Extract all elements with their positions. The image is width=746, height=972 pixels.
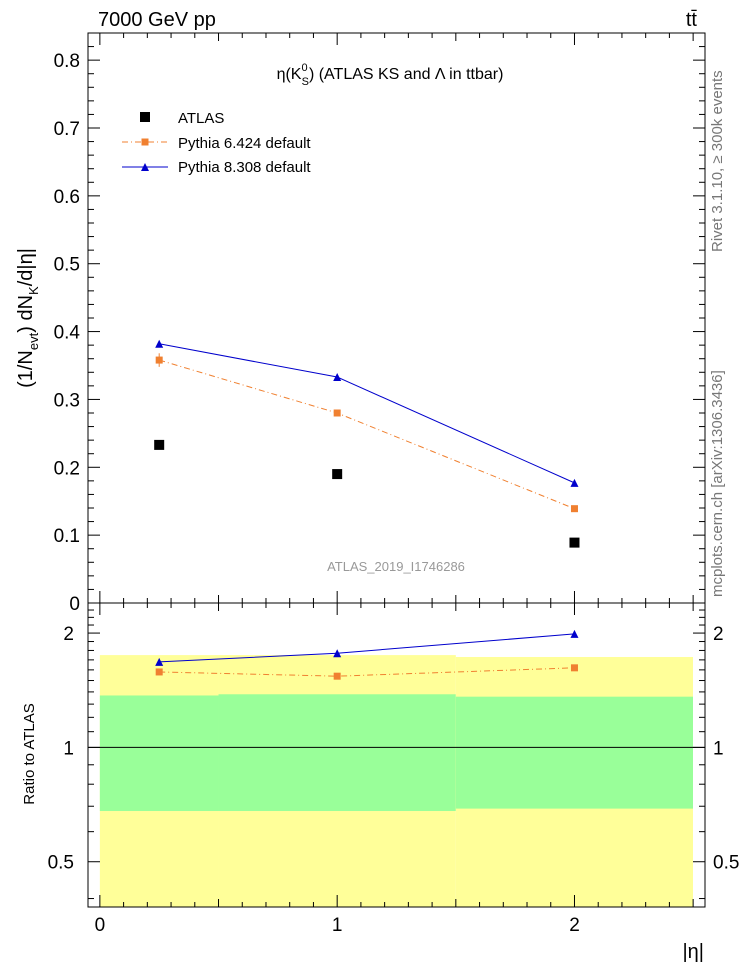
x-tick-label: 0 (95, 915, 106, 936)
y-tick-label: 0.3 (54, 390, 80, 411)
ratio-pythia8-point (333, 649, 342, 658)
ratio-y-tick-label: 1 (63, 738, 74, 759)
green-uncertainty-band (455, 696, 693, 809)
ratio-frame-border (87, 602, 706, 908)
y-tick-label: 0.1 (54, 526, 80, 547)
y-tick-label: 0.8 (54, 51, 80, 72)
ratio-x-axis: 0 1 2 (95, 603, 694, 936)
pythia6-point (155, 356, 163, 364)
pythia8-point (333, 373, 342, 382)
title-sup: 0 (301, 62, 307, 74)
pythia8-line (159, 343, 575, 484)
header-left: 7000 GeV pp (98, 9, 216, 31)
pythia8-point (155, 339, 164, 348)
pythia6-line (159, 359, 575, 510)
legend-label-pythia6: Pythia 6.424 default (178, 135, 311, 152)
green-uncertainty-band (99, 695, 219, 812)
ratio-y-axis-label: Ratio to ATLAS (21, 703, 38, 804)
analysis-watermark: ATLAS_2019_I1746286 (327, 559, 465, 574)
ratio-y-tick-label: 0.5 (48, 853, 74, 874)
y-tick-label: 0.6 (54, 187, 80, 208)
atlas-point (154, 439, 165, 450)
main-y-axis: 0 0.1 0.2 0.3 0.4 0.5 0.6 0.7 0.8 (54, 46, 705, 615)
legend-marker-atlas (140, 112, 150, 122)
y-tick-label: 0.2 (54, 458, 80, 479)
pythia8-point (570, 478, 579, 487)
rivet-label: Rivet 3.1.10, ≥ 300k events (709, 70, 726, 252)
title-rest: ) (ATLAS KS and Λ in ttbar) (309, 66, 503, 83)
ratio-uncertainty-bands (99, 655, 693, 907)
ratio-y-tick-label-right: 2 (713, 624, 724, 645)
legend-label-atlas: ATLAS (178, 110, 224, 127)
legend: ATLAS Pythia 6.424 default Pythia 8.308 … (122, 110, 311, 176)
y-tick-label: 0.5 (54, 255, 80, 276)
main-data-series (154, 339, 580, 548)
title-eta: η(K (277, 66, 302, 83)
legend-label-pythia8: Pythia 8.308 default (178, 159, 311, 176)
ratio-y-tick-label: 2 (63, 624, 74, 645)
pythia6-point (333, 409, 341, 417)
green-uncertainty-band (218, 694, 456, 812)
ratio-pythia8-point (570, 629, 579, 638)
ratio-y-tick-label-right: 1 (713, 738, 724, 759)
atlas-point (569, 537, 580, 548)
ratio-pythia6-point (333, 672, 341, 680)
main-y-axis-label: (1/Nevt) dNK/d|η| (15, 248, 41, 388)
legend-marker-pythia6 (141, 138, 149, 146)
pythia6-point (570, 505, 578, 513)
y-tick-label: 0.4 (54, 323, 81, 344)
ratio-pythia6-point (155, 668, 163, 676)
title-sub: S (302, 76, 309, 88)
ratio-y-tick-label-right: 0.5 (713, 853, 739, 874)
mcplots-label: mcplots.cern.ch [arXiv:1306.3436] (709, 370, 726, 597)
y-tick-label: 0.7 (54, 119, 80, 140)
x-axis-label: |η| (682, 941, 704, 963)
main-x-axis (99, 33, 694, 603)
legend-marker-pythia8 (141, 163, 149, 171)
ratio-pythia8-point (155, 657, 164, 666)
ratio-plot-panel (87, 602, 706, 908)
chart-title: η(K0 S) (ATLAS KS and Λ in ttbar) (277, 62, 504, 88)
x-tick-label: 1 (332, 915, 343, 936)
y-tick-label: 0 (69, 594, 80, 615)
ratio-pythia6-point (570, 664, 578, 672)
header-right: tt̄ (686, 9, 698, 31)
ratio-y-axis: 0.5 0.5 1 1 2 2 (48, 609, 739, 900)
x-tick-label: 2 (569, 915, 580, 936)
atlas-point (332, 469, 343, 480)
ratio-data-series (155, 629, 579, 680)
